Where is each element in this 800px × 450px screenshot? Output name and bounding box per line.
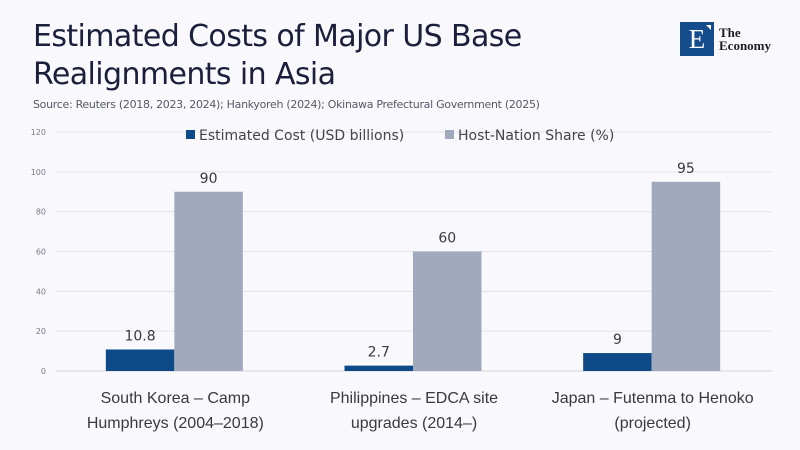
bar-host-nation-share [174, 191, 243, 371]
y-tick-label: 0 [41, 367, 46, 376]
x-category-label: upgrades (2014–) [351, 415, 477, 432]
logo-mark-icon: E [680, 22, 714, 56]
value-label: 2.7 [368, 345, 390, 361]
bars [105, 181, 721, 371]
x-category-label: (projected) [614, 415, 690, 432]
legend-label: Estimated Cost (USD billions) [199, 128, 404, 144]
y-tick-label: 60 [36, 248, 46, 257]
the-economy-logo: E The Economy [680, 22, 771, 56]
bar-host-nation-share [651, 181, 721, 371]
value-label: 9 [613, 332, 622, 348]
legend-swatch [445, 130, 454, 139]
chart-title-line-2: Realignments in Asia [33, 57, 336, 92]
legend-label: Host-Nation Share (%) [458, 128, 614, 144]
y-tick-label: 100 [31, 168, 46, 177]
category-labels: South Korea – Camp Humphreys (2004–2018) P… [87, 390, 754, 432]
x-category-label: South Korea – Camp [101, 390, 251, 407]
chart-title: Estimated Costs of Major US Base Realign… [33, 18, 593, 94]
chart-title-line-1: Estimated Costs of Major US Base [33, 19, 522, 54]
logo-line-1: The [719, 25, 741, 40]
bar-estimated-cost [105, 349, 175, 371]
logo-line-2: Economy [719, 38, 771, 53]
legend: Estimated Cost (USD billions) Host-Nation… [186, 128, 614, 144]
legend-swatch [186, 130, 195, 139]
bar-estimated-cost [344, 365, 413, 371]
y-tick-label: 80 [36, 208, 46, 217]
value-label: 10.8 [124, 328, 155, 344]
value-label: 95 [677, 161, 695, 177]
bar-host-nation-share [413, 251, 482, 371]
x-category-label: Japan – Futenma to Henoko [552, 390, 754, 407]
y-tick-label: 120 [31, 128, 46, 137]
y-tick-label: 40 [36, 287, 46, 296]
y-axis-ticks: 0 20 40 60 80 100 120 [31, 128, 46, 376]
value-label: 90 [200, 171, 218, 187]
x-category-label: Humphreys (2004–2018) [87, 415, 264, 432]
x-category-label: Philippines – EDCA site [330, 390, 498, 407]
logo-wordmark: The Economy [719, 26, 771, 52]
value-label: 60 [438, 231, 456, 247]
value-labels: 10.8 90 2.7 60 9 95 [124, 161, 694, 361]
source-note: Source: Reuters (2018, 2023, 2024); Hank… [33, 98, 540, 111]
bar-estimated-cost [583, 353, 652, 371]
y-tick-label: 20 [36, 327, 46, 336]
